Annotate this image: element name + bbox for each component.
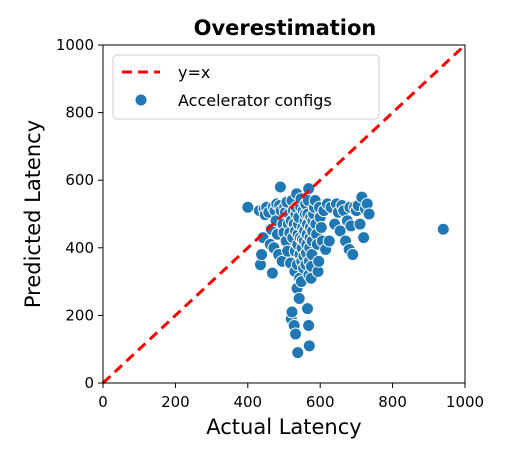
y-tick-label: 400: [65, 239, 94, 257]
scatter-point: [292, 292, 306, 305]
x-tick-label: 600: [306, 393, 335, 411]
x-tick-label: 0: [98, 393, 108, 411]
scatter-point: [273, 180, 287, 194]
y-tick-label: 200: [65, 306, 94, 324]
scatter-point: [314, 221, 328, 235]
legend: y=x Accelerator configs: [112, 54, 380, 120]
chart-title: Overestimation: [194, 16, 377, 40]
y-tick-label: 0: [84, 374, 94, 392]
scatter-point: [301, 302, 315, 316]
scatter-point: [312, 254, 326, 268]
y-axis-label: Predicted Latency: [21, 120, 45, 308]
legend-label-configs: Accelerator configs: [178, 91, 332, 110]
legend-box: [112, 54, 380, 120]
x-tick-label: 800: [378, 393, 407, 411]
legend-marker-swatch: [134, 93, 148, 107]
y-tick-label: 600: [65, 171, 94, 189]
scatter-point: [362, 207, 376, 221]
scatter-point: [333, 224, 347, 238]
scatter-point: [291, 346, 305, 360]
scatter-point: [353, 217, 367, 231]
reference-line-y-equals-x: [101, 43, 467, 385]
x-axis-label: Actual Latency: [206, 415, 361, 439]
scatter-point: [241, 200, 255, 214]
scatter-point: [302, 319, 316, 333]
scatter-point: [285, 305, 299, 319]
x-tick-label: 200: [161, 393, 190, 411]
scatter-points: [241, 180, 450, 360]
scatter-point: [302, 339, 316, 353]
scatter-point: [255, 248, 269, 262]
scatter-point: [289, 327, 303, 341]
y-tick-label: 800: [65, 104, 94, 122]
scatter-point: [436, 222, 450, 236]
y-tick-label: 1000: [56, 36, 94, 54]
scatter-point: [346, 248, 360, 262]
scatter-point: [265, 266, 279, 280]
scatter-point: [322, 234, 336, 248]
x-tick-label: 1000: [446, 393, 484, 411]
y-axis-ticks: 0 200 400 600 800 1000: [56, 36, 103, 392]
x-tick-label: 400: [233, 393, 262, 411]
plot-border: [102, 44, 466, 384]
legend-label-reference: y=x: [178, 63, 210, 82]
scatter-point: [302, 182, 316, 196]
x-axis-ticks: 0 200 400 600 800 1000: [98, 383, 484, 411]
scatter-point: [357, 231, 371, 245]
